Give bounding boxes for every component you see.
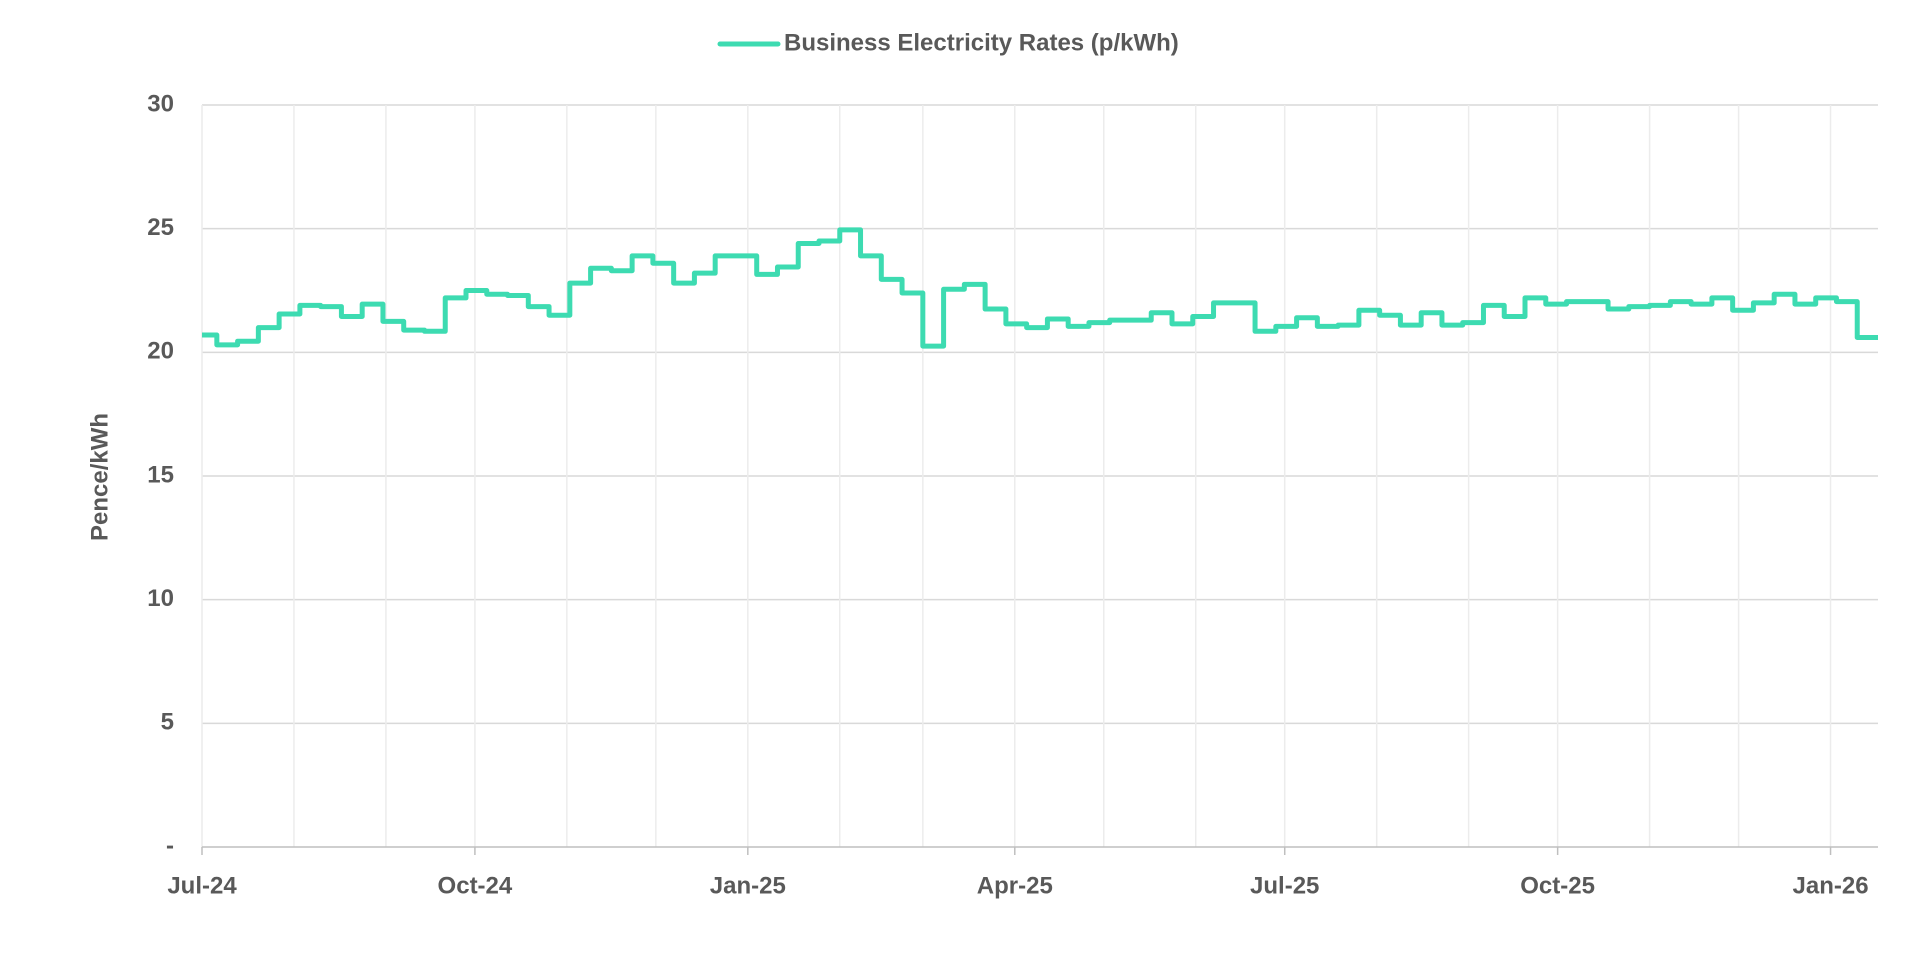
x-tick-label: Oct-24: [438, 872, 513, 899]
x-tick-label: Jul-25: [1250, 872, 1319, 899]
x-tick-label: Jan-25: [710, 872, 786, 899]
y-tick-label: 10: [147, 585, 174, 612]
x-tick-label: Oct-25: [1520, 872, 1595, 899]
x-tick-label: Jul-24: [167, 872, 237, 899]
data-line: [202, 227, 1878, 349]
x-tick-label: Apr-25: [977, 872, 1053, 899]
y-tick-label: -: [166, 832, 174, 859]
x-tick-label: Jan-26: [1793, 872, 1869, 899]
y-tick-label: 15: [147, 461, 174, 488]
y-tick-label: 20: [147, 338, 174, 365]
y-tick-label: 25: [147, 214, 174, 241]
y-axis-label: Pence/kWh: [86, 413, 113, 541]
legend-label: Business Electricity Rates (p/kWh): [784, 29, 1179, 56]
y-tick-label: 5: [161, 709, 174, 736]
y-tick-label: 30: [147, 90, 174, 117]
